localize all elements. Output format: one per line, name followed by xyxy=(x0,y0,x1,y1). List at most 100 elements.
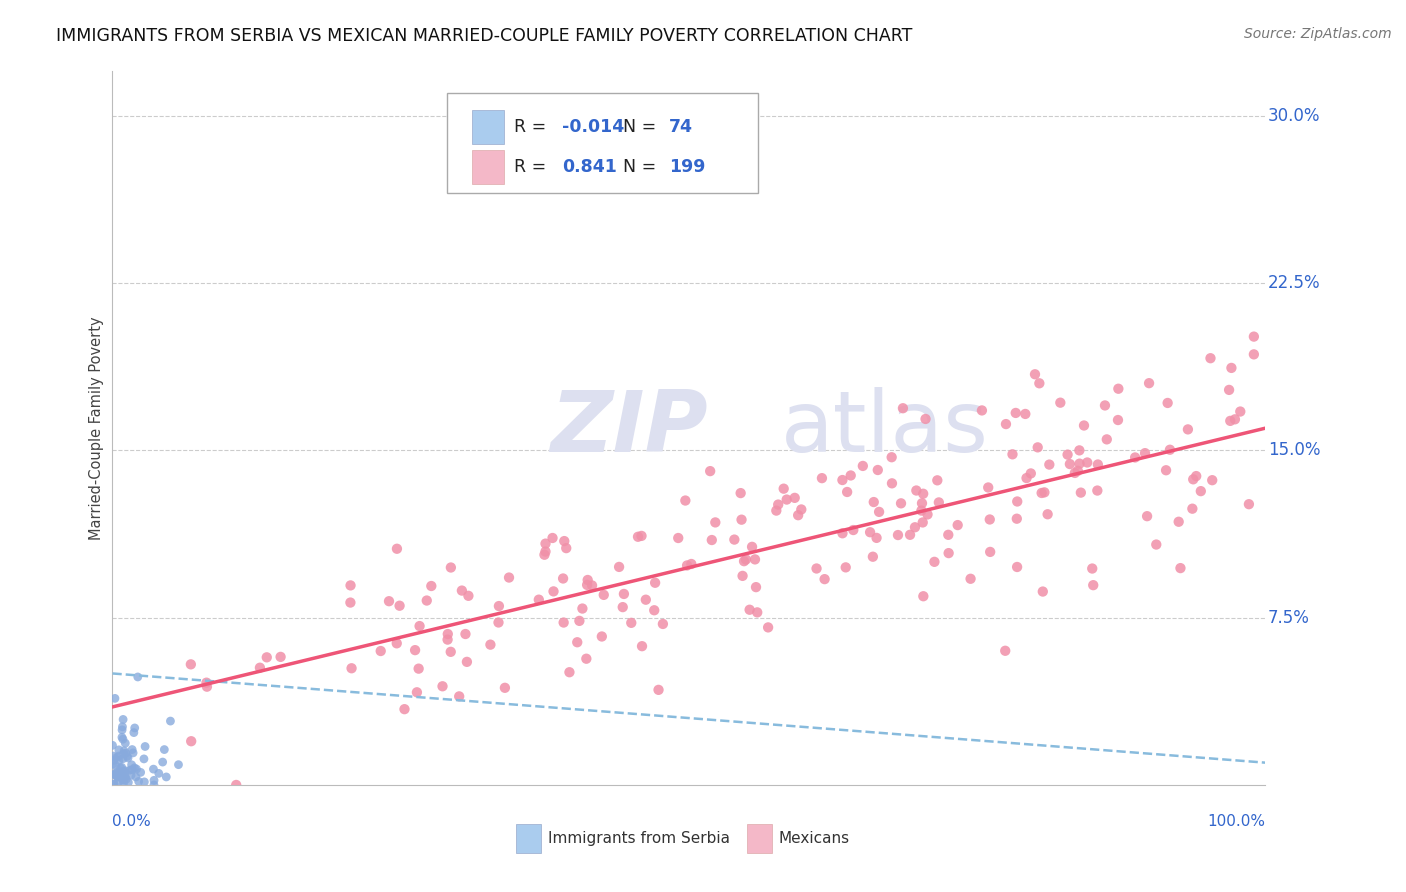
Point xyxy=(457,589,479,603)
Point xyxy=(1026,441,1049,455)
Point xyxy=(488,615,510,630)
Point xyxy=(1107,382,1129,396)
Text: -0.014: -0.014 xyxy=(562,119,624,136)
Point xyxy=(555,541,578,556)
Point xyxy=(394,702,416,716)
Point xyxy=(787,508,810,523)
Point xyxy=(195,680,218,694)
Point xyxy=(1199,351,1222,366)
Point xyxy=(385,541,408,556)
Point xyxy=(121,742,143,756)
Text: Source: ZipAtlas.com: Source: ZipAtlas.com xyxy=(1244,27,1392,41)
Point xyxy=(1220,360,1243,375)
Point xyxy=(1081,561,1104,575)
Text: 199: 199 xyxy=(669,158,706,176)
Point xyxy=(862,549,884,564)
Point xyxy=(180,734,202,748)
Point xyxy=(108,749,131,764)
Point xyxy=(101,739,124,753)
Point xyxy=(553,615,575,630)
Point xyxy=(111,723,134,737)
Point xyxy=(225,778,247,792)
Point xyxy=(1024,368,1046,382)
Point xyxy=(111,760,134,774)
Point xyxy=(134,739,156,754)
Point xyxy=(1167,515,1189,529)
Point xyxy=(543,584,565,599)
Point xyxy=(129,765,152,780)
Point xyxy=(104,691,127,706)
Point xyxy=(612,600,634,615)
Point xyxy=(1095,433,1118,447)
Text: 30.0%: 30.0% xyxy=(1268,107,1320,125)
Point xyxy=(120,768,142,782)
Point xyxy=(153,742,176,756)
Point xyxy=(121,763,143,777)
Point xyxy=(891,401,914,416)
Point xyxy=(772,482,794,496)
Point xyxy=(121,757,143,772)
Point xyxy=(114,764,136,779)
Point xyxy=(741,540,763,554)
Point xyxy=(1133,446,1156,460)
Point xyxy=(114,736,136,750)
Point xyxy=(643,603,665,617)
Point xyxy=(1181,501,1204,516)
Point xyxy=(592,588,614,602)
Point xyxy=(1185,469,1208,483)
Point xyxy=(378,594,401,608)
Point xyxy=(994,417,1017,431)
Point xyxy=(107,766,129,780)
Point xyxy=(910,503,932,517)
Point xyxy=(339,578,361,592)
Point xyxy=(103,767,125,781)
Point xyxy=(132,752,155,766)
Point xyxy=(917,508,939,522)
Point xyxy=(340,661,363,675)
Point xyxy=(1005,512,1028,526)
Point xyxy=(1015,471,1038,485)
Point xyxy=(1031,486,1053,500)
Text: Mexicans: Mexicans xyxy=(779,831,851,846)
Point xyxy=(143,773,166,788)
Point xyxy=(700,533,723,547)
Point xyxy=(108,743,131,757)
Point xyxy=(813,572,835,586)
Point xyxy=(673,493,696,508)
Y-axis label: Married-Couple Family Poverty: Married-Couple Family Poverty xyxy=(89,317,104,540)
Point xyxy=(979,545,1001,559)
Point xyxy=(541,531,564,545)
Point xyxy=(839,468,862,483)
Point xyxy=(436,632,458,647)
Point xyxy=(1049,395,1071,409)
Point xyxy=(905,483,928,498)
Point xyxy=(112,773,135,788)
Point xyxy=(370,644,392,658)
Point xyxy=(946,518,969,533)
Text: 7.5%: 7.5% xyxy=(1268,608,1309,627)
Point xyxy=(1189,484,1212,499)
Point xyxy=(494,681,516,695)
Point xyxy=(103,754,125,768)
Point xyxy=(115,746,138,760)
Point xyxy=(456,655,478,669)
Point xyxy=(868,505,890,519)
Point xyxy=(112,772,135,787)
Point xyxy=(408,662,430,676)
Point xyxy=(898,528,921,542)
Point xyxy=(733,554,755,568)
Point xyxy=(766,498,789,512)
Point xyxy=(738,603,761,617)
Point xyxy=(904,520,927,534)
Point xyxy=(627,530,650,544)
Point xyxy=(735,552,758,566)
Point xyxy=(1223,412,1246,426)
Point xyxy=(1076,455,1098,469)
Point xyxy=(440,560,463,574)
Point xyxy=(104,759,127,773)
Point xyxy=(731,569,754,583)
Point xyxy=(1218,383,1240,397)
Point xyxy=(105,770,128,784)
Point xyxy=(607,560,630,574)
Point xyxy=(1056,448,1078,462)
